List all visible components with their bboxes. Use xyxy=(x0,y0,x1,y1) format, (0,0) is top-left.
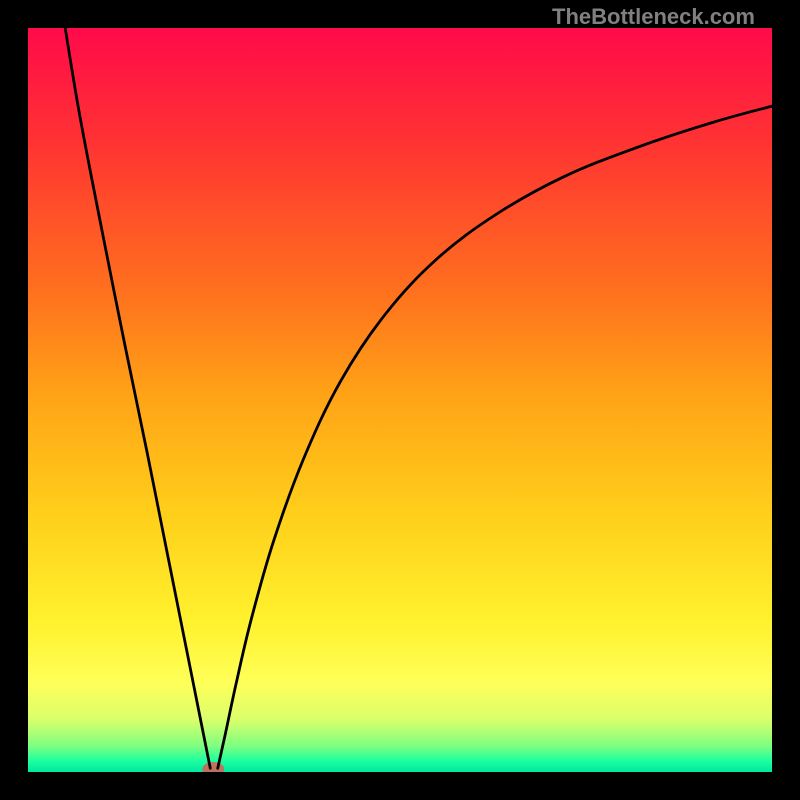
black-frame-border xyxy=(0,0,800,800)
watermark-text: TheBottleneck.com xyxy=(552,4,755,30)
